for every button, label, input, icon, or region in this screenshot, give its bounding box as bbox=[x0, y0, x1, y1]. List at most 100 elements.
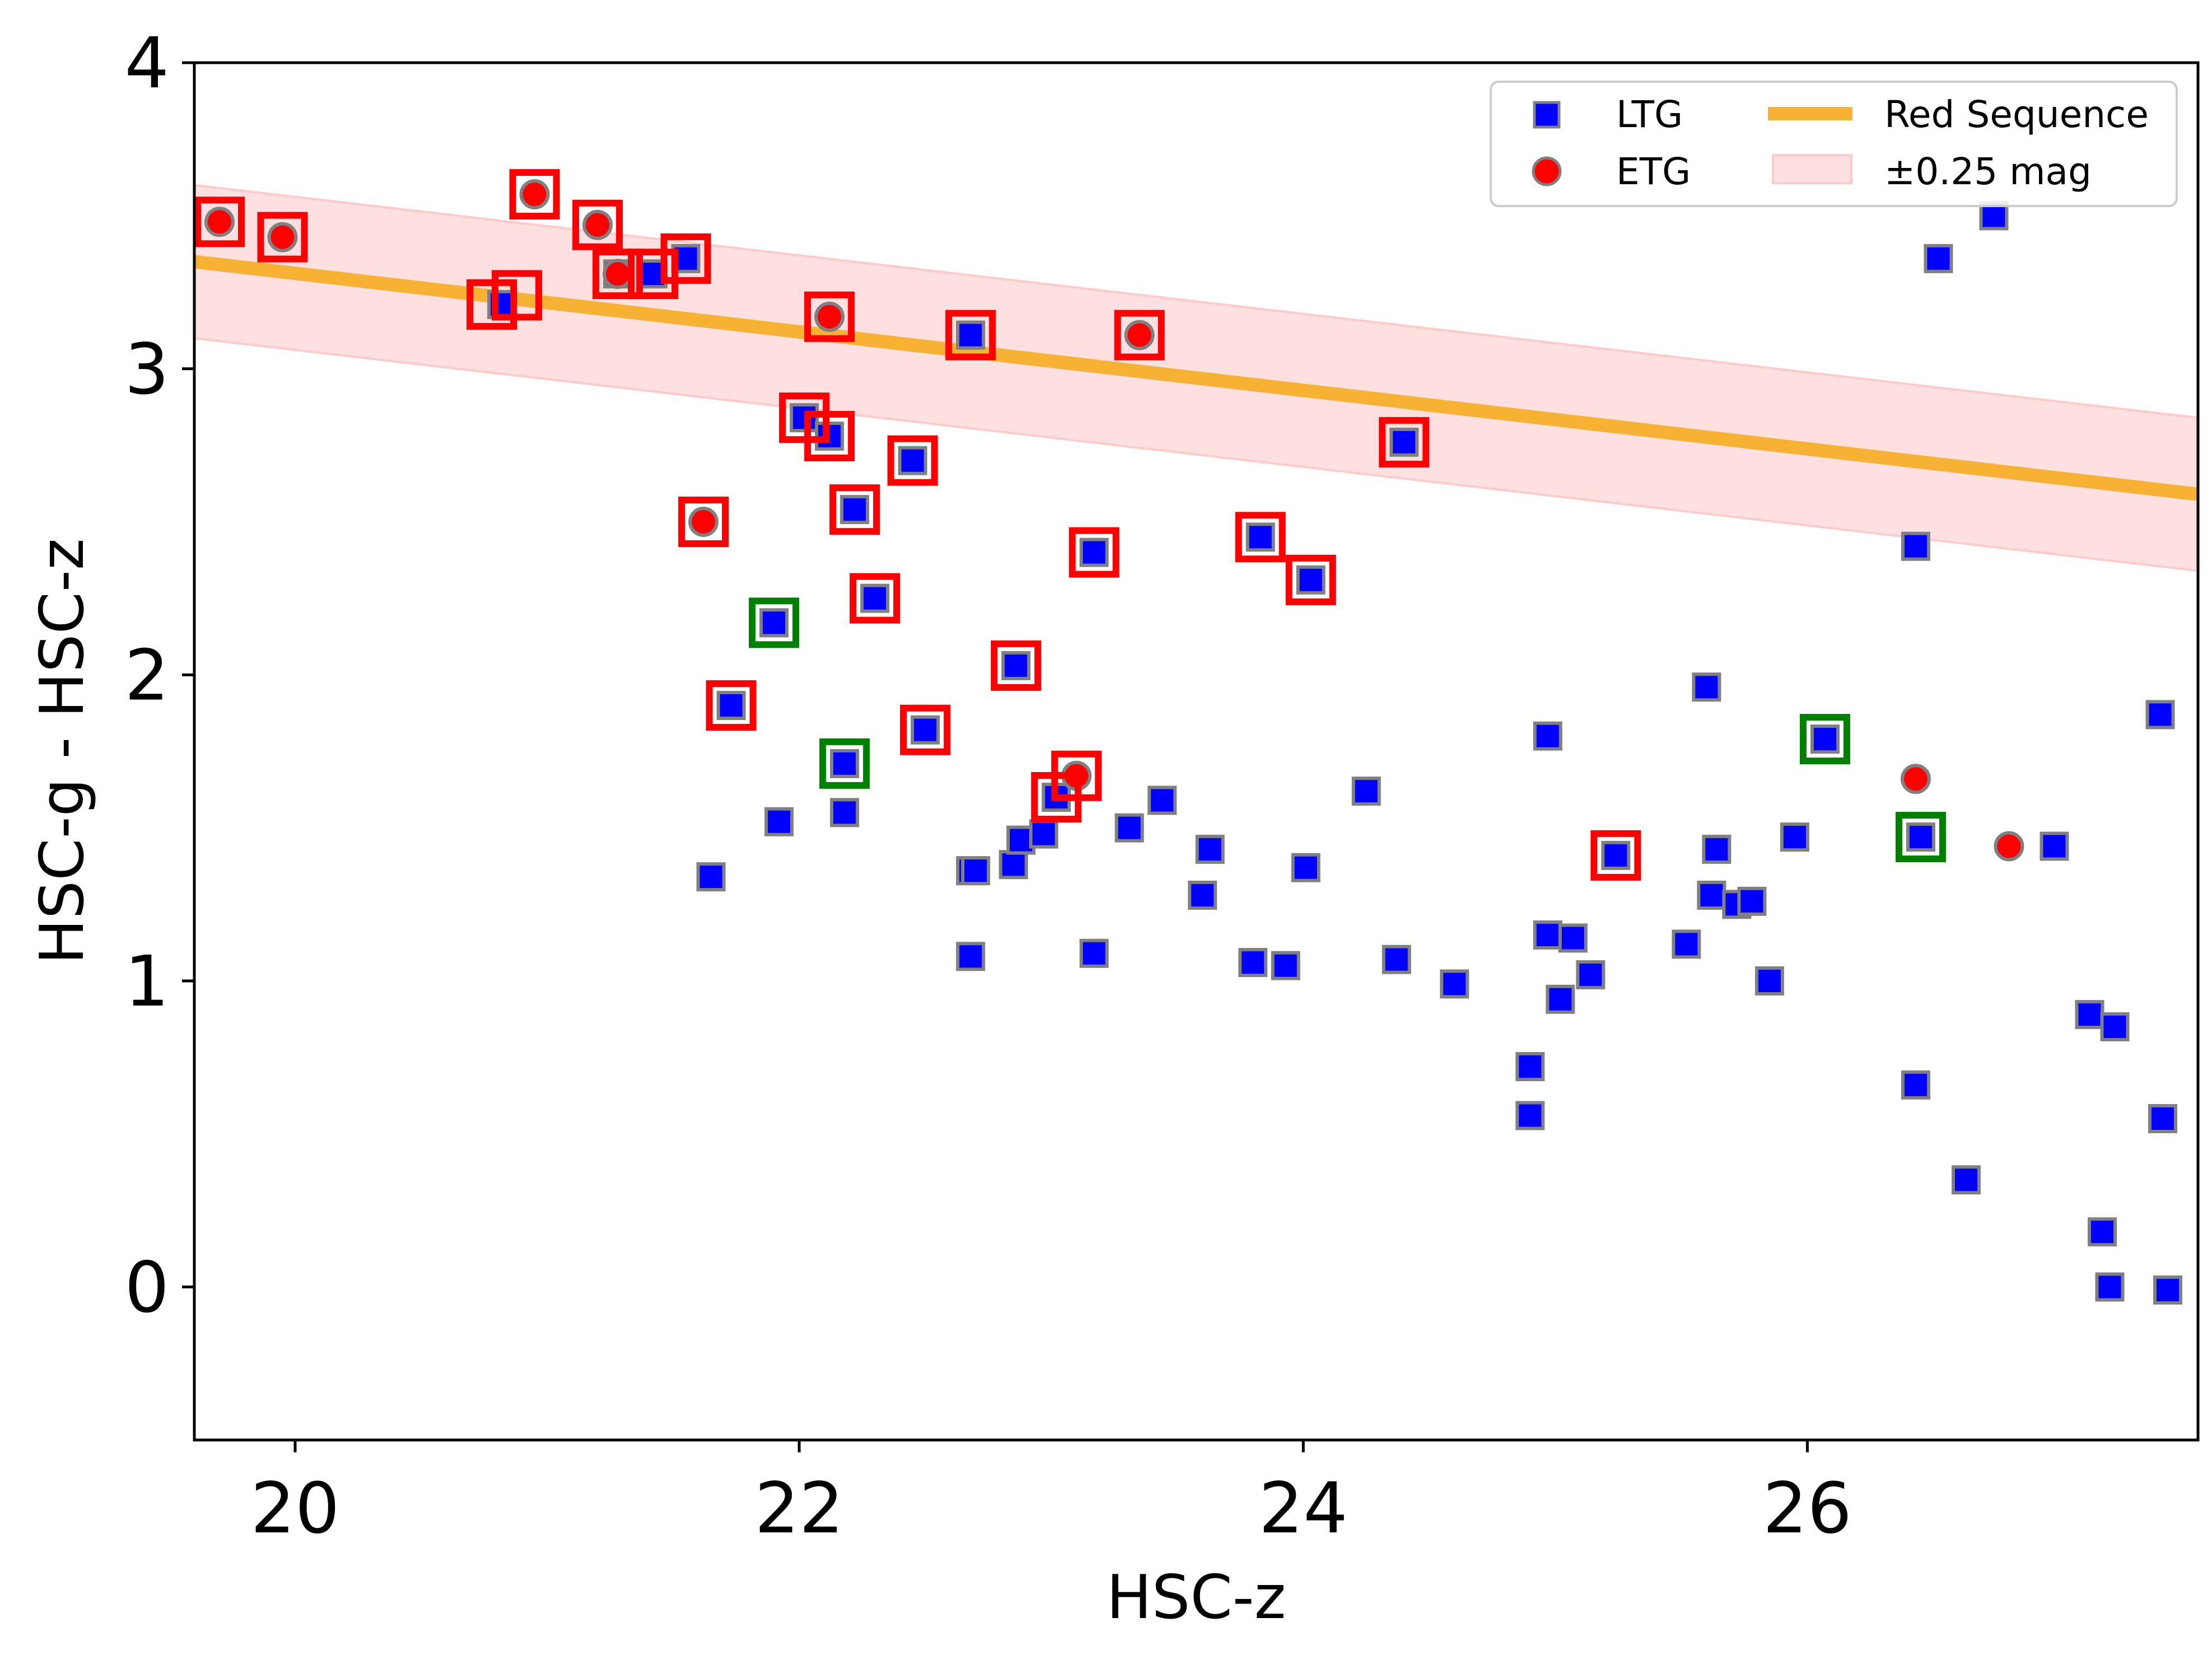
ltg-point bbox=[1195, 834, 1225, 864]
ltg-point bbox=[1780, 822, 1809, 852]
x-tick-label: 26 bbox=[1763, 1468, 1852, 1549]
ltg-point bbox=[1389, 427, 1419, 457]
highlight-box-red bbox=[492, 270, 543, 321]
ltg-point bbox=[1558, 923, 1588, 953]
highlight-box-red bbox=[887, 435, 938, 486]
highlight-box-green bbox=[1895, 812, 1946, 863]
red-sequence-line bbox=[194, 255, 2198, 501]
ltg-point bbox=[1906, 822, 1935, 852]
highlight-box-red bbox=[1379, 417, 1430, 467]
ltg-point bbox=[1672, 929, 1701, 959]
ltg-point bbox=[2095, 1272, 2125, 1302]
x-tick-label: 24 bbox=[1259, 1468, 1348, 1549]
highlight-box-red bbox=[991, 640, 1042, 691]
highlight-box-red bbox=[194, 197, 245, 247]
highlight-box-red bbox=[829, 484, 880, 535]
ltg-point bbox=[1546, 984, 1575, 1014]
ltg-point bbox=[961, 856, 991, 886]
legend-ltg-label: LTG bbox=[1616, 93, 1683, 136]
ltg-point bbox=[1737, 886, 1767, 916]
legend-band-swatch bbox=[1772, 154, 1852, 184]
ltg-point bbox=[860, 583, 890, 613]
highlight-box-green bbox=[749, 597, 800, 648]
etg-point bbox=[519, 179, 550, 210]
ltg-point bbox=[840, 495, 870, 525]
highlight-box-red bbox=[660, 233, 711, 284]
highlight-box-red bbox=[592, 249, 643, 300]
ltg-point bbox=[1351, 777, 1381, 806]
ltg-point bbox=[1114, 813, 1144, 843]
ltg-point bbox=[1601, 840, 1631, 870]
y-tick-label: 4 bbox=[124, 23, 169, 104]
ltg-point bbox=[1029, 819, 1058, 849]
ltg-point bbox=[1001, 651, 1031, 680]
ltg-point bbox=[1515, 1052, 1545, 1082]
legend-ltg-marker bbox=[1533, 101, 1561, 129]
highlight-box-red bbox=[1068, 527, 1119, 578]
highlight-box-red bbox=[678, 497, 729, 547]
ltg-point bbox=[2100, 1012, 2130, 1041]
ltg-point bbox=[764, 807, 794, 836]
highlight-box-red bbox=[804, 291, 855, 342]
highlight-box-red bbox=[1051, 750, 1102, 801]
ltg-point bbox=[696, 862, 726, 892]
highlight-box-red bbox=[1285, 554, 1336, 605]
highlight-box-red bbox=[1235, 512, 1286, 563]
ltg-point bbox=[1147, 786, 1177, 815]
ltg-point bbox=[1810, 724, 1840, 754]
legend-etg-label: ETG bbox=[1616, 150, 1691, 193]
highlight-box-red bbox=[945, 310, 996, 361]
highlight-box-red bbox=[1114, 310, 1165, 361]
ltg-point bbox=[2153, 1275, 2182, 1305]
highlight-box-red bbox=[850, 573, 900, 624]
etg-point bbox=[688, 507, 719, 537]
legend-frame bbox=[1490, 81, 2178, 207]
highlight-box-red bbox=[257, 212, 308, 263]
ltg-point bbox=[815, 421, 844, 451]
legend-band-label: ±0.25 mag bbox=[1884, 150, 2092, 193]
ltg-point bbox=[1271, 951, 1300, 980]
ltg-point bbox=[2148, 1104, 2177, 1133]
y-tick-label: 1 bbox=[124, 941, 169, 1022]
etg-point bbox=[814, 301, 845, 332]
ltg-point bbox=[1951, 1165, 1981, 1195]
legend: LTG ETG Red Sequence ±0.25 mag bbox=[1490, 81, 2178, 207]
y-tick-label: 3 bbox=[124, 329, 169, 410]
highlight-box-red bbox=[900, 704, 951, 755]
ltg-point bbox=[1924, 244, 1953, 273]
etg-point bbox=[603, 259, 633, 289]
highlight-box-red bbox=[466, 279, 517, 330]
ltg-point bbox=[1296, 565, 1326, 595]
highlight-box-red bbox=[779, 392, 830, 443]
highlight-box-red bbox=[509, 169, 560, 220]
ltg-point bbox=[759, 608, 789, 638]
x-tick-label: 22 bbox=[755, 1468, 844, 1549]
etg-point bbox=[267, 222, 298, 253]
ltg-point bbox=[830, 749, 860, 778]
ltg-point bbox=[2087, 1217, 2117, 1247]
ltg-point bbox=[2145, 700, 2175, 730]
ltg-point bbox=[790, 403, 819, 433]
ltg-point bbox=[911, 715, 940, 745]
legend-etg-marker bbox=[1532, 156, 1562, 186]
etg-point bbox=[582, 209, 613, 240]
ltg-point bbox=[1238, 948, 1268, 978]
ltg-point bbox=[1702, 834, 1732, 864]
ltg-point bbox=[956, 320, 986, 350]
ltg-point bbox=[1440, 969, 1469, 999]
ltg-point bbox=[1901, 1070, 1930, 1100]
ltg-point bbox=[1901, 531, 1930, 561]
legend-red-sequence-label: Red Sequence bbox=[1884, 93, 2149, 136]
ltg-point bbox=[1533, 920, 1562, 950]
ltg-point bbox=[1382, 945, 1411, 974]
ltg-point bbox=[716, 691, 746, 720]
y-axis-title: HSC-g - HSC-z bbox=[27, 538, 97, 964]
y-tick-label: 0 bbox=[124, 1247, 169, 1329]
ltg-point bbox=[1079, 537, 1109, 567]
x-axis-title: HSC-z bbox=[1107, 1563, 1286, 1633]
highlight-box-red bbox=[706, 680, 757, 731]
ltg-point bbox=[956, 942, 986, 971]
ltg-point bbox=[1576, 960, 1606, 990]
highlight-box-red bbox=[572, 199, 623, 250]
